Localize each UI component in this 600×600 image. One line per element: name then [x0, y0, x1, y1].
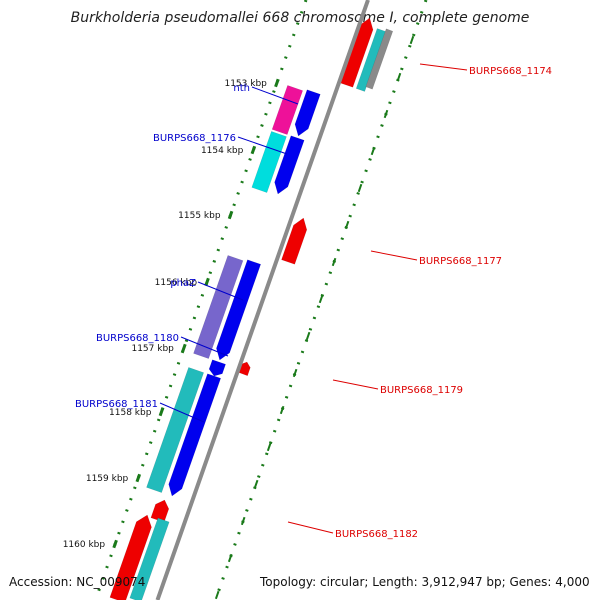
gene-feature-1176 — [251, 131, 287, 193]
gene-label: BURPS668_1181 — [75, 399, 158, 410]
reverse-dotted-guide — [214, 0, 428, 600]
map-title: Burkholderia pseudomallei 668 chromosome… — [70, 10, 530, 26]
minor-tick — [409, 35, 415, 45]
minor-tick — [279, 405, 285, 415]
gene-label: BURPS668_1174 — [469, 66, 552, 77]
minor-tick — [214, 590, 220, 600]
kbp-tick — [250, 145, 257, 155]
callout-line — [287, 521, 334, 534]
forward-dotted-guide — [94, 0, 308, 600]
callout-line — [332, 379, 379, 390]
kbp-tick — [181, 343, 187, 353]
callout-line — [180, 336, 229, 357]
callout-line — [251, 86, 299, 105]
gene-label: phaZ — [170, 278, 196, 289]
kbp-ticks: 1153 kbp 1154 kbp 1155 kbp 1156 kbp 1157 kbp… — [63, 78, 280, 550]
callout-line — [419, 63, 468, 71]
gene-feature-1182 — [109, 514, 152, 600]
kbp-tick — [204, 277, 210, 287]
minor-tick — [396, 72, 402, 82]
gene-features — [109, 17, 394, 600]
kbp-tick — [274, 78, 280, 88]
gene-label: BURPS668_1182 — [335, 529, 418, 540]
minor-tick — [292, 368, 298, 378]
callout-line — [197, 281, 244, 301]
gene-feature-1177 — [281, 217, 308, 265]
gene-label: nth — [233, 83, 250, 94]
kbp-tick-label: 1160 kbp — [63, 540, 106, 550]
gene-label: BURPS668_1179 — [380, 385, 463, 396]
gene-label: BURPS668_1180 — [96, 333, 179, 344]
minor-tick — [344, 220, 350, 230]
minor-tick — [357, 183, 363, 193]
minor-tick — [266, 442, 272, 452]
minor-tick — [370, 146, 376, 156]
gene-feature-nth-blue — [294, 89, 321, 137]
kbp-tick-label: 1153 kbp — [224, 79, 267, 89]
kbp-tick-label: 1158 kbp — [109, 408, 152, 418]
kbp-tick — [227, 210, 234, 220]
kbp-tick — [112, 539, 118, 549]
gene-feature-1181-blue — [168, 373, 222, 497]
callout-line — [159, 402, 205, 423]
topology-label: Topology: circular; Length: 3,912,947 bp… — [260, 575, 590, 589]
gene-feature-1181 — [146, 367, 205, 493]
gene-feature-phaZ — [193, 255, 244, 359]
callout-line — [237, 136, 288, 155]
dotted-guides — [94, 0, 428, 600]
genome-backbone — [155, 0, 370, 600]
kbp-tick — [158, 407, 165, 417]
kbp-tick — [135, 473, 142, 483]
gene-feature-1174c — [365, 28, 394, 90]
gene-feature-1176-blue — [274, 135, 305, 195]
kbp-tick-label: 1157 kbp — [131, 344, 174, 354]
minor-tick — [318, 294, 324, 304]
gene-label: BURPS668_1177 — [419, 256, 502, 267]
minor-tick — [240, 516, 246, 526]
minor-tick — [305, 331, 311, 341]
backbone-line — [155, 0, 370, 600]
gene-feature-nth — [271, 85, 304, 135]
callout-line — [370, 250, 418, 261]
kbp-tick-label: 1159 kbp — [86, 474, 129, 484]
kbp-tick-label: 1155 kbp — [178, 211, 221, 221]
minor-ticks — [214, 35, 415, 600]
minor-tick — [227, 553, 233, 563]
gene-feature-1182b — [129, 517, 170, 600]
gene-callouts: nth BURPS668_1176 phaZ BURPS668_1180 BURPS66… — [75, 63, 552, 540]
minor-tick — [331, 257, 337, 267]
kbp-tick-label: 1156 kbp — [155, 278, 198, 288]
gene-label: BURPS668_1176 — [153, 133, 236, 144]
gene-feature-phaZ-blue — [216, 259, 262, 361]
gene-feature-1180 — [208, 359, 226, 377]
accession-label: Accession: NC_009074 — [9, 575, 146, 589]
minor-tick — [383, 109, 389, 119]
minor-tick — [253, 479, 259, 489]
kbp-tick-label: 1154 kbp — [201, 146, 244, 156]
